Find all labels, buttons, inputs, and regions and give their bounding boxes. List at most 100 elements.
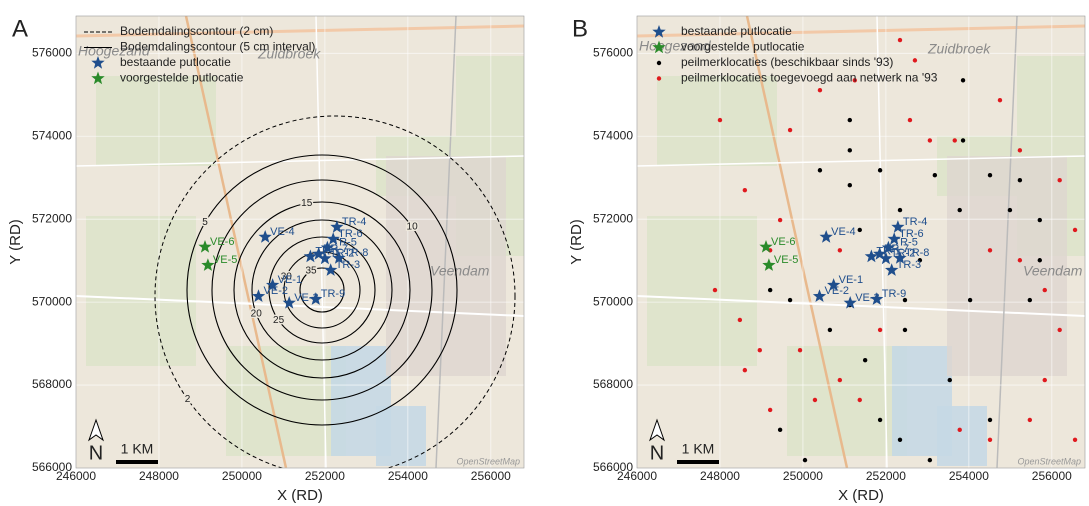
- well-label: VE-5: [774, 254, 798, 266]
- y-tick-label: 574000: [32, 128, 72, 142]
- legend-label: bestaande putlocatie: [120, 55, 231, 69]
- place-name: Veendam: [430, 263, 490, 279]
- x-tick-label: 248000: [700, 469, 740, 483]
- benchmark-point: [958, 428, 962, 432]
- benchmark-point: [1038, 218, 1042, 222]
- benchmark-point: [968, 298, 972, 302]
- benchmark-point: [838, 378, 842, 382]
- x-tick-label: 254000: [388, 469, 428, 483]
- field-area: [647, 216, 757, 366]
- y-tick-label: 576000: [32, 45, 72, 59]
- benchmark-point: [898, 208, 902, 212]
- x-tick-label: 256000: [1032, 469, 1072, 483]
- y-tick-label: 568000: [593, 377, 633, 391]
- benchmark-point: [768, 408, 772, 412]
- benchmark-point: [878, 328, 882, 332]
- benchmark-point: [718, 118, 722, 122]
- benchmark-point: [953, 138, 957, 142]
- panel-label: B: [572, 15, 588, 42]
- scale-label: 1 KM: [682, 441, 715, 457]
- well-label: VE-1: [839, 274, 863, 286]
- x-tick-label: 250000: [783, 469, 823, 483]
- attribution: OpenStreetMap: [456, 456, 520, 466]
- benchmark-point: [743, 188, 747, 192]
- contour-label: 35: [305, 266, 317, 277]
- well-label: VE-2: [825, 285, 849, 297]
- well-label: VE-4: [270, 226, 294, 238]
- field-area: [657, 76, 777, 166]
- y-axis-title: Y (RD): [7, 219, 24, 265]
- contour-label: 5: [202, 217, 208, 228]
- scale-label: 1 KM: [121, 441, 154, 457]
- benchmark-point: [1028, 298, 1032, 302]
- well-label: TR-9: [882, 288, 906, 300]
- y-tick-label: 576000: [593, 45, 633, 59]
- benchmark-point: [798, 348, 802, 352]
- benchmark-point: [803, 458, 807, 462]
- benchmark-point: [933, 173, 937, 177]
- legend-label: voorgestelde putlocatie: [681, 40, 805, 54]
- benchmark-point: [813, 398, 817, 402]
- y-axis-title: Y (RD): [568, 219, 585, 265]
- benchmark-point: [1057, 178, 1061, 182]
- benchmark-point: [758, 348, 762, 352]
- well-label: TR-9: [321, 288, 345, 300]
- field-area: [86, 216, 196, 366]
- benchmark-point: [838, 248, 842, 252]
- x-axis-title: X (RD): [838, 487, 884, 504]
- benchmark-point: [988, 438, 992, 442]
- benchmark-point: [1018, 148, 1022, 152]
- benchmark-point: [738, 318, 742, 322]
- north-label: N: [89, 442, 103, 464]
- well-label: TR-3: [897, 259, 921, 271]
- benchmark-point: [961, 78, 965, 82]
- benchmark-point: [858, 398, 862, 402]
- benchmark-point: [828, 328, 832, 332]
- well-label: VE-3: [855, 292, 879, 304]
- x-tick-label: 250000: [222, 469, 262, 483]
- benchmark-point: [848, 148, 852, 152]
- benchmark-point: [1018, 178, 1022, 182]
- benchmark-point: [848, 118, 852, 122]
- contour-label: 2: [185, 394, 191, 405]
- benchmark-point: [713, 288, 717, 292]
- y-tick-label: 566000: [32, 460, 72, 474]
- benchmark-point: [998, 98, 1002, 102]
- benchmark-point: [898, 438, 902, 442]
- benchmark-point: [961, 138, 965, 142]
- y-tick-label: 570000: [593, 294, 633, 308]
- legend-label: bestaande putlocatie: [681, 24, 792, 38]
- benchmark-point: [858, 228, 862, 232]
- page: ZuidbroekVeendamHoogezand25101520253035T…: [0, 0, 1089, 506]
- benchmark-point: [1073, 228, 1077, 232]
- scale-bar: [677, 460, 719, 464]
- benchmark-point: [913, 58, 917, 62]
- scale-bar: [116, 460, 158, 464]
- benchmark-point: [818, 88, 822, 92]
- legend-dot: [657, 76, 661, 80]
- x-tick-label: 252000: [866, 469, 906, 483]
- place-name: Veendam: [1023, 263, 1083, 279]
- x-tick-label: 252000: [305, 469, 345, 483]
- water-area: [376, 406, 426, 466]
- benchmark-point: [988, 248, 992, 252]
- benchmark-point: [788, 128, 792, 132]
- field-area: [787, 346, 907, 456]
- y-tick-label: 572000: [32, 211, 72, 225]
- well-label: VE-3: [294, 292, 318, 304]
- well-label: VE-6: [210, 236, 234, 248]
- well-label: VE-2: [264, 285, 288, 297]
- y-tick-label: 566000: [593, 460, 633, 474]
- benchmark-point: [778, 428, 782, 432]
- well-label: TR-1: [876, 245, 900, 257]
- attribution: OpenStreetMap: [1017, 456, 1081, 466]
- y-tick-label: 570000: [32, 294, 72, 308]
- north-label: N: [650, 442, 664, 464]
- y-tick-label: 568000: [32, 377, 72, 391]
- benchmark-point: [768, 288, 772, 292]
- benchmark-point: [818, 168, 822, 172]
- legend-label: voorgestelde putlocatie: [120, 71, 244, 85]
- benchmark-point: [928, 138, 932, 142]
- benchmark-point: [788, 298, 792, 302]
